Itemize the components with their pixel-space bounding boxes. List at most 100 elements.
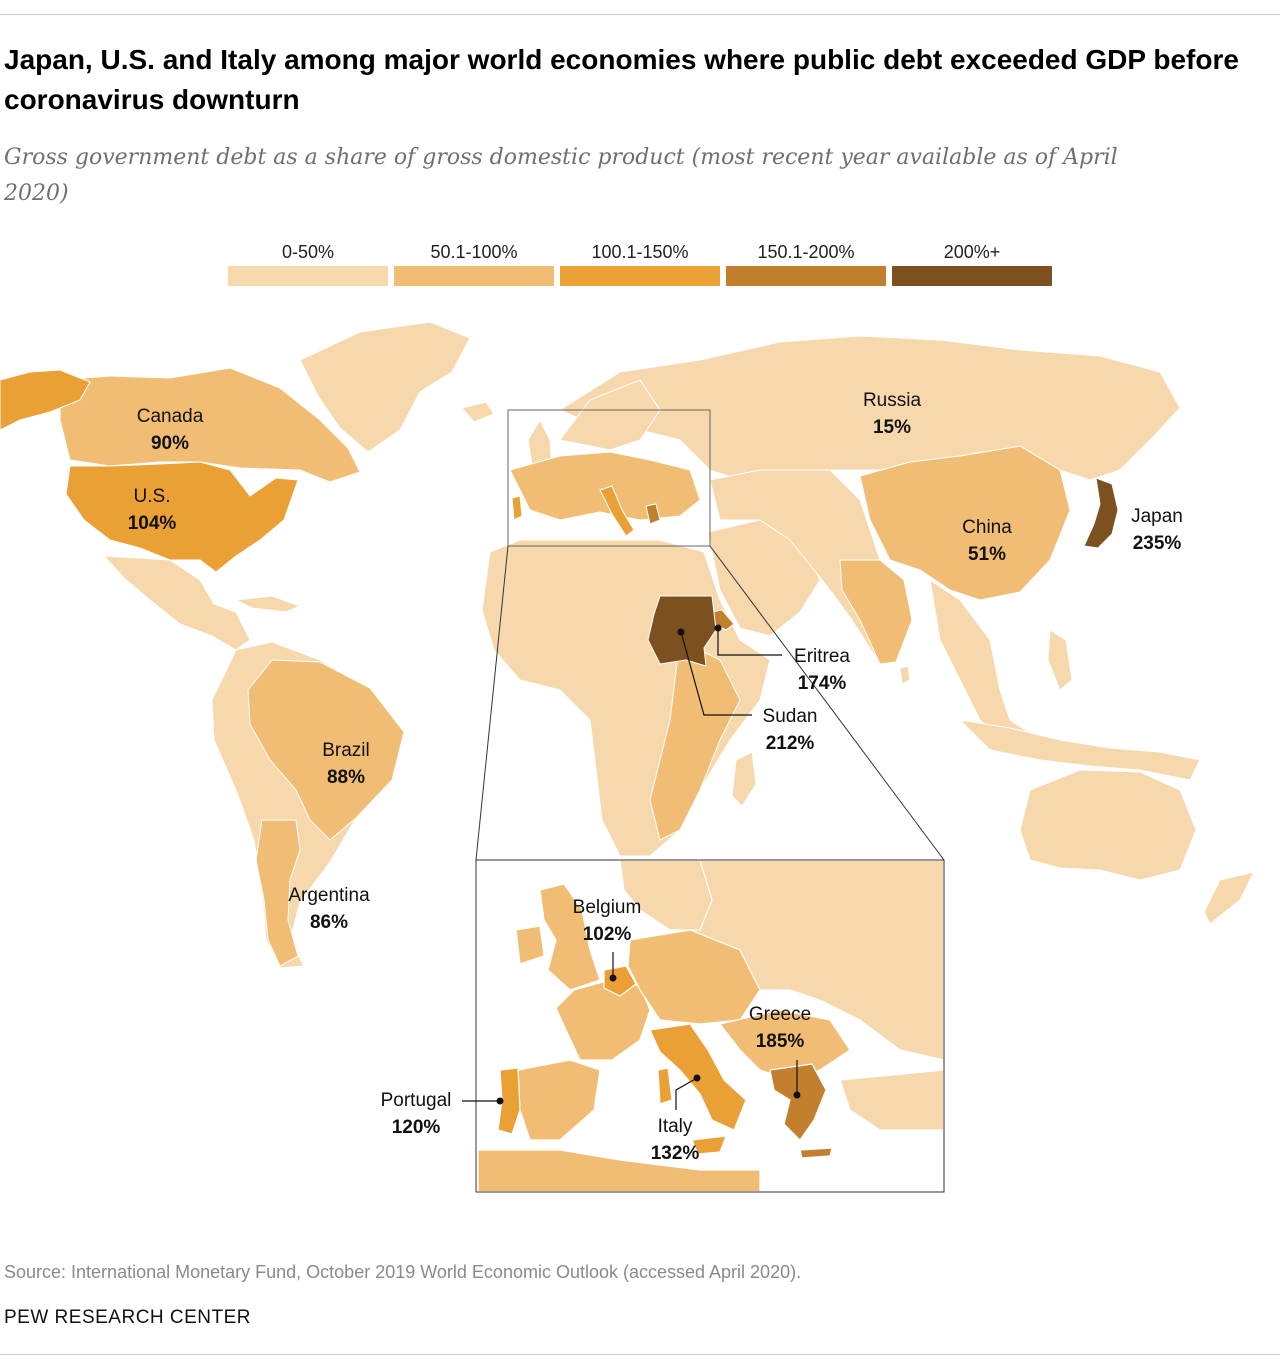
greece-mini-shape	[645, 503, 661, 525]
inset-north-africa	[477, 1149, 761, 1191]
argentina-value: 86%	[310, 912, 348, 933]
land-bin2	[0, 369, 635, 573]
argentina-shape	[255, 819, 301, 967]
inset-iberia	[517, 1059, 601, 1141]
legend-swatch	[560, 266, 720, 286]
eritrea-value: 174%	[798, 673, 847, 694]
us-value: 104%	[128, 513, 177, 534]
top-rule	[0, 14, 1280, 15]
eritrea-dot	[714, 624, 722, 632]
legend-item-50-100: 50.1-100%	[394, 238, 554, 286]
asia-central-shape	[709, 469, 905, 665]
iceland-shape	[461, 401, 495, 423]
italy-name: Italy	[658, 1116, 693, 1137]
inset-greece	[769, 1063, 827, 1141]
eritrea-name: Eritrea	[794, 646, 850, 667]
sudan-value: 212%	[766, 733, 815, 754]
chart-subtitle: Gross government debt as a share of gros…	[4, 145, 1118, 206]
legend-item-150-200: 150.1-200%	[726, 238, 886, 286]
legend-label: 0-50%	[281, 242, 335, 262]
inset-ireland	[515, 925, 545, 965]
sudan-name: Sudan	[763, 706, 818, 727]
argentina-name: Argentina	[288, 885, 370, 906]
legend-swatch	[228, 266, 388, 286]
italy-mini-shape	[599, 485, 635, 537]
japan-name: Japan	[1131, 506, 1183, 527]
china-name: China	[962, 517, 1012, 538]
brazil-shape	[247, 659, 405, 841]
land-bin1	[59, 367, 1071, 967]
europe-locator-box	[507, 409, 711, 547]
greece-name: Greece	[749, 1004, 811, 1025]
legend-label: 100.1-150%	[591, 242, 689, 262]
inset-sicily	[691, 1135, 727, 1155]
legend-item-100-150: 100.1-150%	[560, 238, 720, 286]
china-shape	[859, 445, 1071, 601]
portugal-mini-shape	[511, 495, 523, 521]
inset-scandinavia	[619, 861, 713, 931]
madagascar-shape	[731, 751, 757, 807]
callout-line-right	[709, 545, 945, 861]
inset-germany-central	[627, 929, 761, 1025]
italy-dot	[693, 1074, 701, 1082]
source-note: Source: International Monetary Fund, Oct…	[4, 1262, 802, 1282]
china-value: 51%	[968, 544, 1006, 565]
leaders	[462, 628, 798, 1110]
bottom-rule	[0, 1354, 1280, 1355]
italy-value: 132%	[651, 1143, 700, 1164]
mexico-shape	[102, 555, 251, 651]
japan-shape	[1083, 477, 1119, 549]
alaska-shape	[0, 369, 91, 431]
us-shape	[65, 461, 299, 573]
portugal-name: Portugal	[381, 1090, 452, 1111]
world-map-svg: Canada 90% U.S. 104% Brazil 88% Argentin…	[0, 321, 1255, 1193]
canada-value: 90%	[151, 433, 189, 454]
legend-item-200-plus: 200%+	[892, 238, 1052, 286]
europe-inset	[475, 859, 945, 1193]
eritrea-leader	[717, 628, 782, 656]
eurasia-north-shape	[558, 335, 1181, 481]
chart-title: Japan, U.S. and Italy among major world …	[4, 44, 1239, 115]
greenland-shape	[299, 321, 471, 453]
inset-crete	[799, 1147, 833, 1159]
legend-label: 200%+	[943, 242, 1001, 262]
portugal-value: 120%	[392, 1117, 441, 1138]
inset-turkey	[839, 1069, 943, 1131]
sudan-dot	[677, 628, 685, 636]
canada-name: Canada	[137, 406, 204, 427]
inset-uk	[539, 883, 601, 991]
legend-swatch	[726, 266, 886, 286]
world-map: Canada 90% U.S. 104% Brazil 88% Argentin…	[0, 300, 1280, 1220]
belgium-dot	[609, 974, 617, 982]
sri-lanka-shape	[899, 665, 911, 685]
inset-balkans	[718, 1009, 851, 1081]
belgium-value: 102%	[583, 924, 632, 945]
russia-name: Russia	[863, 390, 922, 411]
india-shape	[839, 559, 913, 665]
brand-name: PEW RESEARCH CENTER	[4, 1307, 252, 1328]
inset-belgium	[603, 965, 637, 997]
sudan-leader	[680, 631, 752, 716]
legend-swatch	[394, 266, 554, 286]
australia-shape	[1019, 769, 1197, 881]
legend-swatch	[892, 266, 1052, 286]
brazil-value: 88%	[327, 767, 365, 788]
canada-shape	[59, 367, 361, 483]
leader-dots	[496, 624, 801, 1105]
us-name: U.S.	[134, 486, 171, 507]
greece-dot	[793, 1091, 801, 1099]
philippines-shape	[1047, 629, 1073, 691]
europe-west-shape	[509, 451, 701, 521]
italy-leader	[675, 1077, 698, 1110]
legend-label: 50.1-100%	[430, 242, 518, 262]
portugal-dot	[496, 1097, 504, 1105]
africa-east-shape	[649, 639, 741, 841]
belgium-name: Belgium	[573, 897, 642, 918]
callout-line-left	[475, 545, 509, 861]
legend-label: 150.1-200%	[757, 242, 855, 262]
legend-item-0-50: 0-50%	[228, 238, 388, 286]
greece-value: 185%	[756, 1031, 805, 1052]
inset-sardinia	[657, 1067, 673, 1105]
brazil-name: Brazil	[322, 740, 370, 761]
japan-value: 235%	[1133, 533, 1182, 554]
